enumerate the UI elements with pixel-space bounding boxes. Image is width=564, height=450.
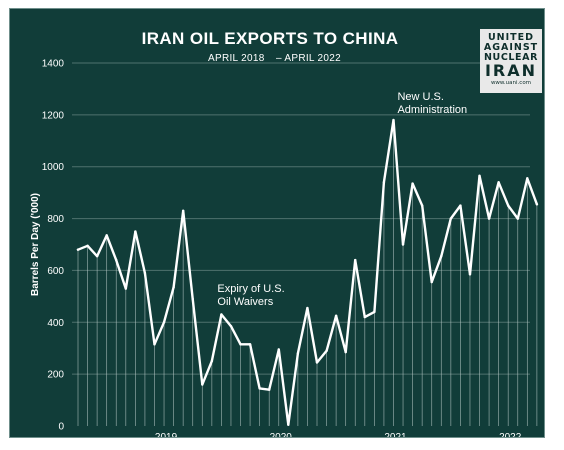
data-point <box>363 315 366 319</box>
data-point <box>315 361 319 364</box>
data-point <box>354 258 357 262</box>
data-point <box>134 230 137 233</box>
logo-line-iran: IRAN <box>484 61 538 80</box>
y-tick-label: 400 <box>47 318 64 329</box>
data-point <box>239 343 242 346</box>
y-tick-label: 800 <box>47 214 64 225</box>
data-point <box>296 352 300 355</box>
x-tick-label: 2021 <box>384 432 407 437</box>
data-point <box>210 359 214 363</box>
data-point <box>172 286 175 289</box>
y-tick-label: 0 <box>58 422 64 433</box>
data-point <box>105 234 108 237</box>
data-point <box>449 217 453 220</box>
data-point <box>115 258 118 262</box>
data-point <box>401 243 405 246</box>
data-point <box>143 271 147 275</box>
y-tick-label: 200 <box>47 370 64 381</box>
data-point <box>516 217 519 220</box>
data-point <box>220 313 223 316</box>
logo-line-united: UNITED <box>487 32 535 43</box>
logo-line-against: AGAINST <box>483 42 539 53</box>
annotation-label: Oil Waivers <box>217 296 273 308</box>
data-point <box>268 388 271 391</box>
data-point <box>420 204 424 207</box>
data-point <box>478 174 481 177</box>
x-tick-label: 2020 <box>270 432 293 437</box>
data-point <box>306 306 309 310</box>
chart-subtitle-end: – APRIL 2022 <box>276 53 341 64</box>
data-point <box>229 324 233 328</box>
y-tick-label: 1000 <box>42 162 65 173</box>
data-point <box>507 204 510 207</box>
data-point <box>162 321 166 324</box>
line-chart: 0 200 400 600 800 1000 1200 1400 Barrels Per Day… <box>30 59 539 437</box>
data-point <box>76 248 80 251</box>
data-point <box>277 348 280 351</box>
data-point <box>411 182 414 185</box>
logo-url: www.uani.com <box>490 80 532 86</box>
logo-line-nuclear: NUCLEAR <box>483 52 539 63</box>
data-point <box>344 350 347 354</box>
data-point <box>430 280 433 284</box>
data-point <box>468 273 472 276</box>
data-point <box>191 297 194 301</box>
data-point <box>487 217 491 220</box>
chart-subtitle-start: APRIL 2018 <box>208 53 265 64</box>
data-point <box>497 181 500 184</box>
annotation-label: New U.S. <box>397 91 443 103</box>
data-point <box>287 423 290 426</box>
data-point <box>153 343 156 346</box>
x-tick-label: 2019 <box>155 432 178 437</box>
data-point <box>392 118 395 122</box>
annotation-label: Administration <box>397 104 467 116</box>
data-point <box>181 209 185 212</box>
data-point <box>124 287 128 290</box>
data-point <box>373 310 376 314</box>
data-point <box>459 204 462 207</box>
data-point <box>258 387 261 390</box>
data-point <box>86 244 89 247</box>
x-tick-label: 2022 <box>499 432 522 437</box>
uani-logo: UNITED AGAINST NUCLEAR IRAN www.uani.com <box>480 29 542 93</box>
y-axis-label: Barrels Per Day ('000) <box>30 193 41 296</box>
y-tick-label: 1200 <box>42 110 65 121</box>
data-point <box>440 254 443 258</box>
chart-frame: 0 200 400 600 800 1000 1200 1400 Barrels Per Day… <box>9 8 545 438</box>
y-tick-label: 600 <box>47 266 64 277</box>
data-point <box>535 203 539 206</box>
data-point <box>201 383 204 386</box>
data-point <box>325 349 328 353</box>
data-point <box>248 343 252 346</box>
y-tick-label: 1400 <box>42 59 65 70</box>
data-point <box>334 314 338 318</box>
annotation-label: Expiry of U.S. <box>217 283 284 295</box>
chart-title: IRAN OIL EXPORTS TO CHINA <box>141 29 399 48</box>
data-point <box>95 254 99 258</box>
data-point <box>382 181 386 184</box>
data-point <box>526 177 529 180</box>
